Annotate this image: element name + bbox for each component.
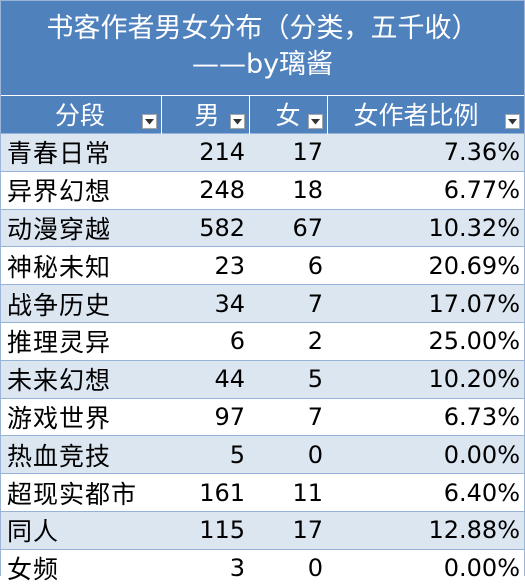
header-male: 男 bbox=[161, 96, 250, 134]
dropdown-arrow-icon bbox=[508, 118, 517, 124]
male-count-cell[interactable]: 115 bbox=[161, 510, 249, 550]
male-count-cell[interactable]: 3 bbox=[161, 548, 249, 587]
female-count-cell[interactable]: 5 bbox=[249, 359, 327, 399]
title-line-2: ——by璃酱 bbox=[191, 49, 334, 80]
female-count-cell[interactable]: 7 bbox=[249, 284, 327, 323]
female-ratio-cell[interactable]: 25.00% bbox=[327, 321, 524, 361]
header-male-label: 男 bbox=[194, 101, 220, 130]
filter-dropdown-male[interactable] bbox=[229, 114, 245, 129]
female-ratio-cell[interactable]: 10.20% bbox=[327, 359, 524, 399]
male-count-cell[interactable]: 161 bbox=[161, 473, 249, 512]
category-cell[interactable]: 热血竞技 bbox=[1, 435, 161, 474]
female-count-cell[interactable]: 67 bbox=[249, 208, 327, 247]
male-count-cell[interactable]: 5 bbox=[161, 435, 249, 474]
male-count-cell[interactable]: 214 bbox=[161, 133, 249, 172]
female-ratio-cell[interactable]: 17.07% bbox=[327, 284, 524, 323]
female-count-cell[interactable]: 0 bbox=[249, 548, 327, 587]
female-count-cell[interactable]: 17 bbox=[249, 133, 327, 172]
female-ratio-cell[interactable]: 6.73% bbox=[327, 397, 524, 436]
category-cell[interactable]: 战争历史 bbox=[1, 284, 161, 323]
category-cell[interactable]: 神秘未知 bbox=[1, 246, 161, 285]
table-row[interactable]: 热血竞技 5 0 0.00% bbox=[1, 435, 524, 474]
table-row[interactable]: 未来幻想 44 5 10.20% bbox=[1, 359, 524, 399]
table-row[interactable]: 神秘未知 23 6 20.69% bbox=[1, 246, 524, 285]
male-count-cell[interactable]: 6 bbox=[161, 321, 249, 361]
table-title: 书客作者男女分布（分类，五千收） ——by璃酱 bbox=[1, 1, 524, 96]
female-ratio-cell[interactable]: 0.00% bbox=[327, 435, 524, 474]
male-count-cell[interactable]: 34 bbox=[161, 284, 249, 323]
dropdown-arrow-icon bbox=[144, 118, 154, 124]
male-count-cell[interactable]: 97 bbox=[161, 397, 249, 436]
female-ratio-cell[interactable]: 10.32% bbox=[327, 208, 524, 247]
female-count-cell[interactable]: 2 bbox=[249, 321, 327, 361]
category-cell[interactable]: 动漫穿越 bbox=[1, 208, 161, 247]
table-row[interactable]: 推理灵异 6 2 25.00% bbox=[1, 321, 524, 361]
male-count-cell[interactable]: 23 bbox=[161, 246, 249, 285]
header-ratio: 女作者比例 bbox=[327, 96, 524, 134]
table-row[interactable]: 游戏世界 97 7 6.73% bbox=[1, 397, 524, 436]
female-count-cell[interactable]: 6 bbox=[249, 246, 327, 285]
filter-dropdown-female[interactable] bbox=[307, 114, 323, 129]
female-ratio-cell[interactable]: 7.36% bbox=[327, 133, 524, 172]
table-row[interactable]: 同人 115 17 12.88% bbox=[1, 510, 524, 550]
category-cell[interactable]: 青春日常 bbox=[1, 133, 161, 172]
filter-dropdown-ratio[interactable] bbox=[505, 114, 520, 129]
category-cell[interactable]: 超现实都市 bbox=[1, 473, 161, 512]
table-row[interactable]: 女频 3 0 0.00% bbox=[1, 548, 524, 587]
male-count-cell[interactable]: 582 bbox=[161, 208, 249, 247]
header-category-label: 分段 bbox=[55, 101, 106, 130]
header-category: 分段 bbox=[1, 96, 162, 134]
table-row[interactable]: 动漫穿越 582 67 10.32% bbox=[1, 208, 524, 247]
female-ratio-cell[interactable]: 12.88% bbox=[327, 510, 524, 550]
table-row[interactable]: 超现实都市 161 11 6.40% bbox=[1, 473, 524, 512]
table-row[interactable]: 异界幻想 248 18 6.77% bbox=[1, 170, 524, 210]
female-count-cell[interactable]: 11 bbox=[249, 473, 327, 512]
header-row: 分段 男 女 女作者比 bbox=[1, 96, 524, 134]
category-cell[interactable]: 未来幻想 bbox=[1, 359, 161, 399]
female-count-cell[interactable]: 18 bbox=[249, 170, 327, 210]
filter-dropdown-category[interactable] bbox=[141, 114, 157, 129]
female-ratio-cell[interactable]: 6.77% bbox=[327, 170, 524, 210]
title-line-1: 书客作者男女分布（分类，五千收） bbox=[46, 13, 479, 44]
female-count-cell[interactable]: 17 bbox=[249, 510, 327, 550]
female-count-cell[interactable]: 7 bbox=[249, 397, 327, 436]
female-count-cell[interactable]: 0 bbox=[249, 435, 327, 474]
female-ratio-cell[interactable]: 0.00% bbox=[327, 548, 524, 587]
table-row[interactable]: 青春日常 214 17 7.36% bbox=[1, 133, 524, 172]
female-ratio-cell[interactable]: 6.40% bbox=[327, 473, 524, 512]
dropdown-arrow-icon bbox=[232, 118, 242, 124]
female-ratio-cell[interactable]: 20.69% bbox=[327, 246, 524, 285]
header-female-label: 女 bbox=[275, 101, 301, 130]
male-count-cell[interactable]: 44 bbox=[161, 359, 249, 399]
male-count-cell[interactable]: 248 bbox=[161, 170, 249, 210]
category-cell[interactable]: 异界幻想 bbox=[1, 170, 161, 210]
dropdown-arrow-icon bbox=[310, 118, 320, 124]
header-female: 女 bbox=[249, 96, 328, 134]
category-cell[interactable]: 同人 bbox=[1, 510, 161, 550]
category-cell[interactable]: 游戏世界 bbox=[1, 397, 161, 436]
table-row[interactable]: 战争历史 34 7 17.07% bbox=[1, 284, 524, 323]
category-cell[interactable]: 推理灵异 bbox=[1, 321, 161, 361]
category-cell[interactable]: 女频 bbox=[1, 548, 161, 587]
data-table: 分段 男 女 女作者比 bbox=[1, 96, 524, 587]
header-ratio-label: 女作者比例 bbox=[353, 101, 479, 130]
